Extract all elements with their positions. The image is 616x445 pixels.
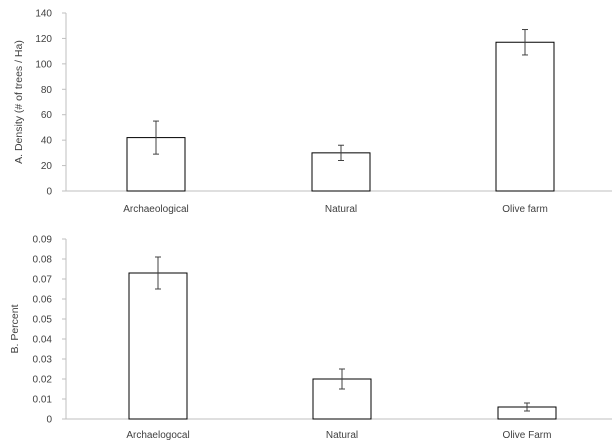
y-tick-label: 40 [41, 136, 53, 147]
y-axis-label: B. Percent [9, 304, 21, 353]
y-tick-label: 0 [46, 187, 52, 198]
x-category-label: Olive Farm [503, 430, 552, 441]
y-tick-label: 120 [35, 34, 52, 45]
y-tick-label: 0 [46, 415, 52, 426]
y-tick-label: 0.09 [33, 235, 53, 246]
panel-a-density: 0 20 40 60 80 100 120 140 A. Density (# of trees… [13, 9, 612, 215]
y-tick-label: 0.04 [33, 335, 53, 346]
y-axis-label: A. Density (# of trees / Ha) [13, 40, 25, 164]
y-tick-label: 0.01 [33, 395, 53, 406]
x-category-label: Natural [325, 204, 357, 215]
bar [311, 152, 371, 192]
x-category-label: Olive farm [502, 204, 548, 215]
y-tick-label: 0.07 [33, 275, 53, 286]
y-tick-label: 60 [41, 110, 53, 121]
y-tick-label: 140 [35, 9, 52, 20]
x-category-label: Natural [326, 430, 358, 441]
y-tick-label: 80 [41, 85, 53, 96]
bar [495, 41, 555, 192]
y-tick-label: 0.08 [33, 255, 53, 266]
bar [128, 272, 188, 420]
y-tick-label: 0.03 [33, 355, 53, 366]
y-tick-label: 20 [41, 161, 53, 172]
y-tick-label: 0.06 [33, 295, 53, 306]
x-category-label: Archaeological [123, 204, 189, 215]
x-category-label: Archaelogocal [126, 430, 189, 441]
y-tick-label: 100 [35, 59, 52, 70]
y-tick-label: 0.02 [33, 375, 53, 386]
panel-b-percent: 0 0.01 0.02 0.03 0.04 0.05 0.06 0.07 0.08 0.09 B. … [9, 235, 612, 441]
y-tick-label: 0.05 [33, 315, 53, 326]
